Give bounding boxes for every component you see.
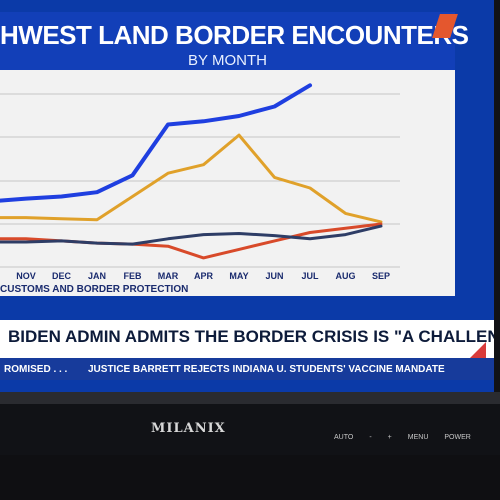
tv-bezel-top bbox=[0, 392, 500, 404]
ticker-left-text: ROMISED . . . bbox=[4, 364, 68, 375]
gridlines bbox=[0, 93, 400, 268]
x-axis-month-labels: NOV DEC JAN FEB MAR APR MAY JUN JUL AUG SEP bbox=[0, 271, 400, 283]
series-line-2 bbox=[0, 133, 383, 224]
tv-control-label: AUTO bbox=[334, 434, 354, 441]
series-layer bbox=[0, 83, 383, 260]
line-chart bbox=[0, 83, 400, 268]
month-label: NOV bbox=[16, 271, 36, 281]
chart-subtitle: BY MONTH bbox=[188, 52, 267, 69]
chart-source: CUSTOMS AND BORDER PROTECTION bbox=[0, 284, 189, 295]
tv-control-label: POWER bbox=[444, 434, 471, 441]
tv-control-label: - bbox=[369, 434, 372, 441]
month-label: AUG bbox=[335, 271, 356, 281]
series-line-1 bbox=[0, 83, 312, 203]
tv-control-label: + bbox=[387, 434, 392, 441]
month-label: JUL bbox=[301, 271, 319, 281]
tv-bottom-area bbox=[0, 455, 500, 500]
tv-controls: AUTO - + MENU POWER bbox=[334, 434, 487, 441]
chart-title: HWEST LAND BORDER ENCOUNTERS bbox=[0, 20, 469, 50]
news-ticker: ROMISED . . . JUSTICE BARRETT REJECTS IN… bbox=[0, 358, 494, 380]
month-label: SEP bbox=[371, 271, 390, 281]
chart-title-bar bbox=[0, 12, 455, 72]
headline-bar bbox=[0, 320, 494, 358]
series-line-4 bbox=[0, 224, 383, 246]
month-label: FEB bbox=[123, 271, 142, 281]
month-label: JAN bbox=[87, 271, 106, 281]
headline-text: BIDEN ADMIN ADMITS THE BORDER CRISIS IS … bbox=[8, 327, 494, 346]
month-label: DEC bbox=[51, 271, 71, 281]
tv-control-label: MENU bbox=[407, 434, 429, 441]
month-label: APR bbox=[193, 271, 213, 281]
month-label: MAY bbox=[229, 271, 249, 281]
tv-brand-logo: MILANIX bbox=[151, 421, 226, 436]
chart-plot-area bbox=[0, 70, 455, 296]
month-label: JUN bbox=[265, 271, 284, 281]
ticker-right-text: JUSTICE BARRETT REJECTS INDIANA U. STUDE… bbox=[88, 364, 445, 375]
month-label: MAR bbox=[157, 271, 179, 281]
tv-screen: HWEST LAND BORDER ENCOUNTERS BY MONTH NO… bbox=[0, 0, 494, 392]
